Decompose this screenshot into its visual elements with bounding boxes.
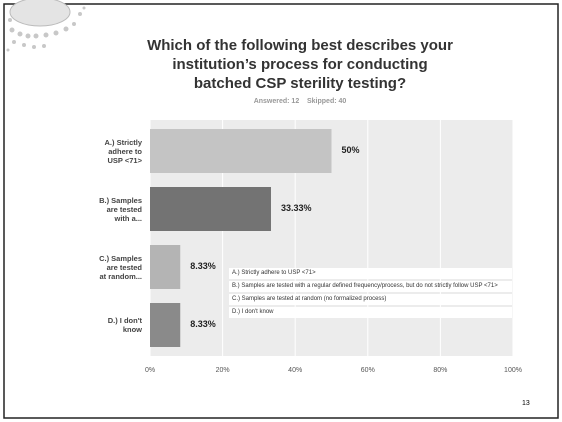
value-label: 50% <box>341 145 360 155</box>
x-tick-label: 40% <box>288 367 303 374</box>
bar <box>150 303 181 347</box>
chart-title: Which of the following best describes yo… <box>147 37 453 92</box>
value-label: 33.33% <box>280 203 312 213</box>
value-label: 8.33% <box>190 319 216 329</box>
y-tick-label: C.) Samples are tested at random... <box>99 253 142 281</box>
x-tick-label: 0% <box>144 367 156 374</box>
subtitle: Answered: 12 Skipped: 40 <box>253 98 347 105</box>
value-label: 8.33% <box>190 261 216 271</box>
y-tick-label: D.) I don't know <box>107 316 142 334</box>
legend-entry: A.) Strictly adhere to USP <71> <box>229 268 512 279</box>
page-number: 13 <box>522 400 530 407</box>
x-tick-label: 80% <box>433 367 448 374</box>
bar <box>150 129 332 173</box>
legend-entry: C.) Samples are tested at random (no for… <box>229 294 512 305</box>
slide-border <box>3 3 559 419</box>
legend-entry: B.) Samples are tested with a regular de… <box>229 281 512 292</box>
y-tick-label: B.) Samples are tested with a... <box>99 195 142 223</box>
bar <box>150 245 181 289</box>
x-tick-label: 60% <box>360 367 375 374</box>
legend-entry: D.) I don't know <box>229 307 512 318</box>
x-tick-label: 100% <box>504 367 522 374</box>
x-tick-label: 20% <box>215 367 230 374</box>
decoration <box>6 0 86 52</box>
bar <box>150 187 271 231</box>
y-tick-label: A.) Strictly adhere to USP <71> <box>104 137 142 165</box>
